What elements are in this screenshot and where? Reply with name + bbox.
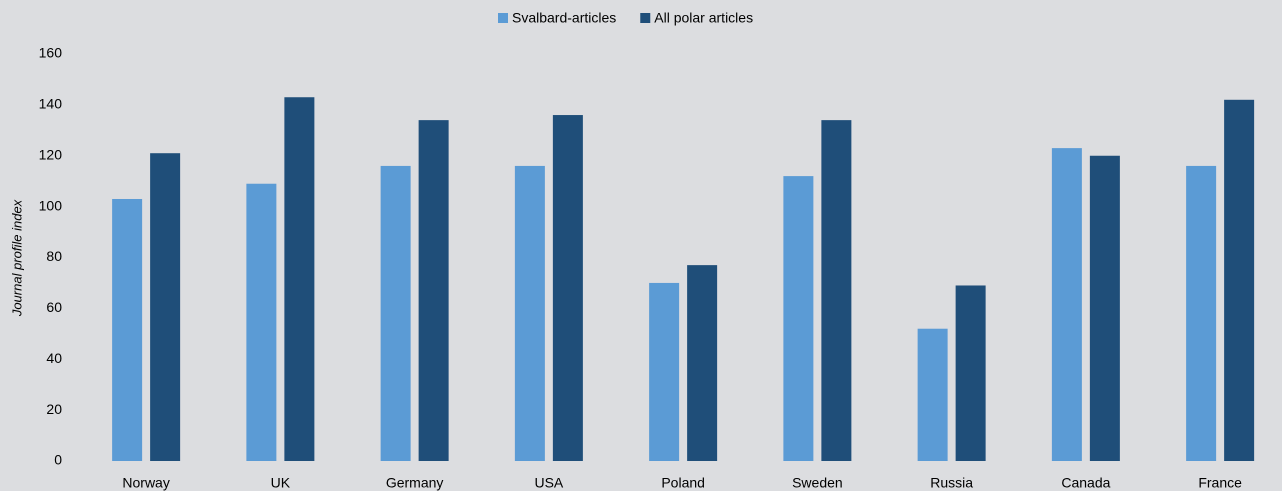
x-tick-label: USA: [534, 475, 563, 491]
bar: [112, 198, 143, 461]
y-tick-label: 100: [39, 197, 63, 213]
x-tick-label: Poland: [661, 475, 705, 491]
bar: [1186, 165, 1217, 462]
bar: [1051, 148, 1082, 461]
legend-label: Svalbard-articles: [512, 10, 616, 26]
legend-swatch: [498, 13, 508, 23]
bar: [284, 97, 315, 462]
bar: [687, 265, 718, 461]
bar: [418, 120, 449, 461]
y-tick-label: 80: [46, 248, 62, 264]
y-tick-label: 140: [39, 96, 63, 112]
bar: [917, 328, 948, 461]
bar: [1224, 99, 1255, 461]
x-tick-label: Sweden: [792, 475, 843, 491]
y-tick-label: 20: [46, 401, 62, 417]
bar: [552, 115, 583, 462]
y-tick-label: 60: [46, 299, 62, 315]
x-tick-label: Russia: [930, 475, 973, 491]
y-tick-label: 160: [39, 45, 63, 61]
bar: [783, 176, 814, 461]
x-tick-label: France: [1198, 475, 1242, 491]
bar: [514, 165, 545, 462]
y-tick-label: 0: [54, 452, 62, 468]
x-tick-label: Norway: [122, 475, 169, 491]
x-tick-label: Canada: [1061, 475, 1110, 491]
y-tick-label: 40: [46, 350, 62, 366]
x-tick-label: UK: [271, 475, 291, 491]
bar: [380, 165, 411, 462]
bar: [649, 282, 680, 461]
bar: [955, 285, 986, 461]
y-tick-label: 120: [39, 146, 63, 162]
legend-swatch: [640, 13, 651, 23]
bar: [246, 183, 277, 461]
bar: [150, 153, 181, 462]
bar: [1089, 155, 1120, 461]
y-axis-label: Journal profile index: [9, 199, 24, 317]
bar: [821, 120, 852, 461]
x-tick-label: Germany: [386, 475, 444, 491]
legend-label: All polar articles: [654, 10, 753, 26]
